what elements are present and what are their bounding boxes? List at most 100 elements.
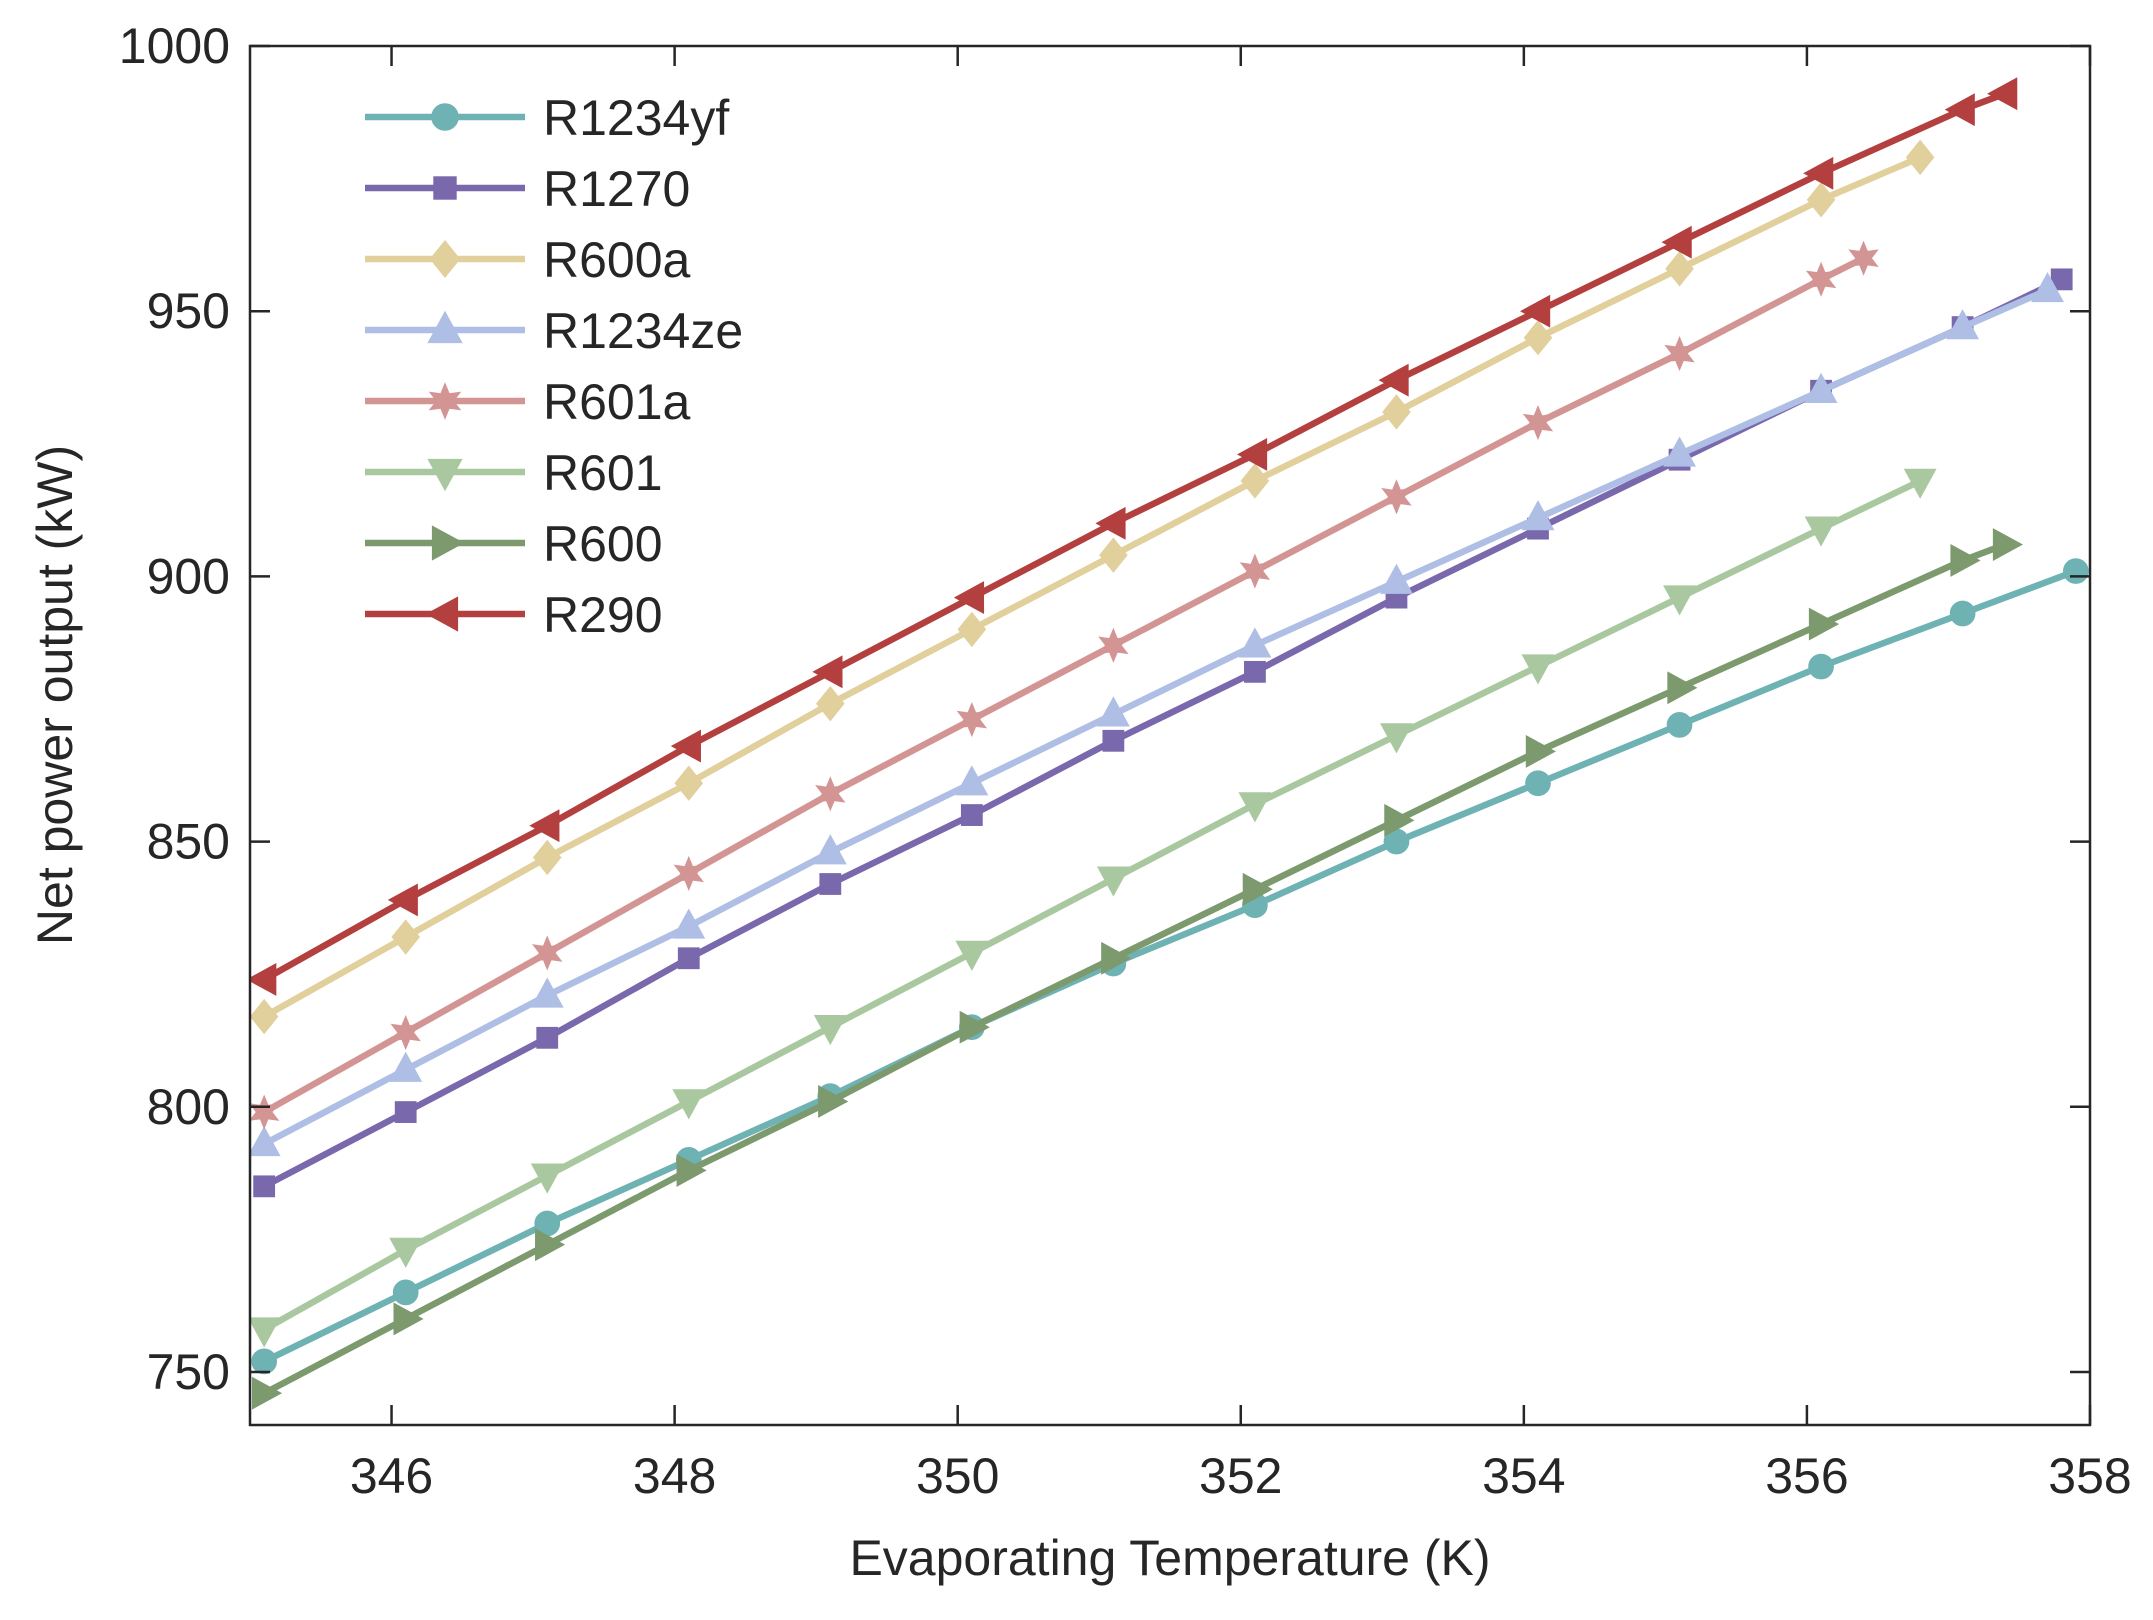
y-tick-label: 750	[147, 1344, 230, 1400]
data-point-r600	[959, 1010, 990, 1044]
data-point-r1270	[960, 804, 983, 826]
legend-swatch-marker	[428, 382, 462, 420]
data-point-r601	[1903, 468, 1937, 499]
series-r1270	[253, 268, 2073, 1198]
data-point-r600	[1101, 941, 1132, 975]
data-point-r601	[530, 1163, 564, 1194]
legend-entry-r290: R290	[365, 587, 663, 643]
series-r600	[251, 528, 2024, 1410]
plot-frame	[248, 44, 2092, 1427]
legend-swatch-marker	[433, 176, 457, 200]
legend-swatch-marker	[425, 596, 459, 632]
legend-entry-r1234ze: R1234ze	[365, 303, 743, 359]
series-group	[250, 77, 2089, 1410]
data-point-r601a	[956, 702, 988, 738]
data-point-r1234ze	[1946, 309, 1980, 340]
x-axis-label: Evaporating Temperature (K)	[849, 1530, 1490, 1586]
data-point-r1234ze	[389, 1051, 423, 1082]
data-point-r601	[672, 1089, 706, 1120]
data-point-r1234yf	[1525, 770, 1551, 797]
data-point-r1270	[819, 873, 842, 895]
data-point-r601a	[1522, 405, 1554, 441]
data-point-r601a	[1239, 553, 1271, 589]
data-point-r600	[535, 1228, 566, 1262]
data-point-r1234yf	[2062, 558, 2089, 584]
data-point-r290	[1987, 77, 2018, 111]
series-line-r1234ze	[262, 287, 2049, 1147]
data-point-r290	[1520, 294, 1551, 328]
data-point-r1234ze	[955, 765, 989, 796]
x-tick-label: 356	[1765, 1448, 1848, 1504]
data-point-r600	[1808, 607, 1840, 641]
data-point-r1234ze	[1238, 627, 1272, 658]
legend-entry-r1234yf: R1234yf	[365, 90, 729, 146]
data-point-r600a	[1665, 251, 1694, 287]
data-point-r1270	[394, 1101, 417, 1123]
data-point-r1270	[253, 1175, 276, 1198]
data-point-r290	[250, 963, 277, 996]
data-point-r1270	[536, 1026, 559, 1049]
data-point-r1234ze	[250, 1125, 281, 1157]
data-point-r1234yf	[1666, 712, 1693, 738]
data-point-r1234ze	[530, 977, 564, 1008]
legend-entry-r601: R601	[365, 445, 663, 501]
legend: R1234yf R1270 R600a R1234ze R601a R601 R600 R29…	[365, 90, 743, 643]
series-line-r600	[262, 541, 2007, 1397]
legend-label: R1234ze	[543, 303, 743, 359]
data-point-r600a	[391, 919, 420, 955]
data-point-r290	[670, 729, 701, 763]
data-point-r600a	[1099, 537, 1128, 573]
series-r290	[250, 77, 2018, 996]
data-point-r600a	[250, 998, 279, 1035]
data-point-r1234yf	[1808, 653, 1834, 680]
data-point-r1234ze	[1096, 696, 1130, 727]
legend-swatch-marker	[427, 458, 463, 492]
data-point-r601	[1380, 723, 1413, 754]
legend-entry-r1270: R1270	[365, 161, 690, 217]
y-tick-label: 850	[147, 814, 230, 870]
data-point-r600	[251, 1376, 283, 1410]
data-point-r1234ze	[813, 834, 847, 865]
series-line-r601	[262, 477, 1922, 1333]
data-point-r601a	[250, 1094, 280, 1130]
data-point-r600	[1950, 544, 1981, 577]
data-point-r601	[1238, 792, 1272, 823]
data-point-r1270	[1102, 729, 1125, 752]
data-point-r1234yf	[251, 1348, 278, 1375]
data-point-r290	[529, 809, 560, 843]
data-point-r601	[813, 1015, 847, 1046]
data-point-r601	[955, 940, 989, 971]
data-point-r601	[389, 1237, 423, 1268]
legend-entry-r601a: R601a	[365, 374, 691, 430]
legend-label: R600a	[543, 232, 691, 288]
data-point-r600a	[957, 611, 987, 648]
data-point-r601a	[532, 935, 563, 971]
legend-label: R1234yf	[543, 90, 729, 146]
y-tick-label: 1000	[119, 18, 230, 74]
data-point-r1234ze	[2031, 272, 2064, 303]
data-point-r1234ze	[1521, 500, 1555, 531]
data-point-r601a	[815, 776, 846, 812]
data-point-r290	[1944, 93, 1975, 127]
data-point-r290	[387, 883, 418, 917]
legend-label: R600	[543, 516, 663, 572]
y-tick-label: 900	[147, 548, 230, 604]
data-point-r600	[1242, 872, 1273, 906]
x-tick-label: 352	[1199, 1448, 1282, 1504]
data-point-r601a	[1664, 336, 1695, 372]
legend-swatch-marker	[431, 525, 465, 561]
series-r1234ze	[250, 272, 2064, 1157]
series-r601a	[250, 240, 1879, 1130]
x-tick-label: 354	[1482, 1448, 1565, 1504]
legend-swatch-marker	[429, 240, 461, 278]
data-point-r600	[1384, 803, 1415, 837]
data-point-r600	[1667, 671, 1698, 705]
data-point-r1234yf	[1949, 600, 1976, 627]
data-point-r1234ze	[1804, 372, 1838, 403]
data-point-r601a	[1848, 240, 1879, 276]
data-point-r1234ze	[672, 908, 706, 939]
data-point-r600a	[1240, 463, 1270, 499]
data-point-r601a	[390, 1014, 421, 1051]
series-r601	[250, 468, 1937, 1348]
series-line-r290	[262, 90, 2007, 983]
